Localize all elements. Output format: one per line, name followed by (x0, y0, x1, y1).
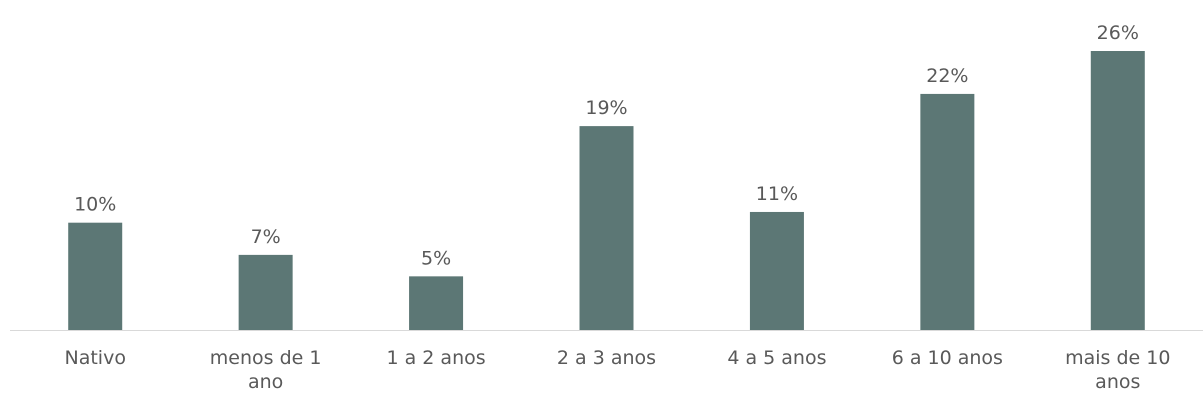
data-label-6: 26% (1097, 22, 1139, 44)
category-label-line: 1 a 2 anos (386, 347, 485, 369)
data-labels-group: 10% 7% 5% 19% 11% 22% 26% (74, 22, 1139, 269)
data-label-1: 7% (251, 226, 281, 248)
category-label-6: mais de 10 anos (1065, 347, 1170, 393)
category-label-line: 4 a 5 anos (727, 347, 826, 369)
category-label-1: menos de 1 ano (210, 347, 322, 393)
data-label-4: 11% (756, 183, 798, 205)
category-label-line: Nativo (64, 347, 125, 369)
bar-6 (1090, 51, 1145, 330)
category-label-line: menos de 1 (210, 347, 322, 369)
category-labels-group: Nativo menos de 1 ano 1 a 2 anos 2 a 3 anos 4… (64, 347, 1170, 393)
data-label-0: 10% (74, 194, 116, 216)
category-label-3: 2 a 3 anos (557, 347, 656, 369)
bar-1 (238, 254, 293, 330)
data-label-3: 19% (585, 97, 627, 119)
category-label-line: 2 a 3 anos (557, 347, 656, 369)
category-label-line: anos (1095, 371, 1140, 393)
bars-group (68, 51, 1145, 330)
category-label-5: 6 a 10 anos (892, 347, 1003, 369)
bar-0 (68, 222, 123, 330)
bar-5 (920, 93, 975, 330)
category-label-line: mais de 10 (1065, 347, 1170, 369)
category-label-2: 1 a 2 anos (386, 347, 485, 369)
category-label-4: 4 a 5 anos (727, 347, 826, 369)
category-label-line: ano (248, 371, 283, 393)
data-label-5: 22% (926, 65, 968, 87)
bar-3 (579, 126, 634, 330)
bar-2 (409, 276, 464, 330)
category-label-0: Nativo (64, 347, 125, 369)
category-label-line: 6 a 10 anos (892, 347, 1003, 369)
data-label-2: 5% (421, 247, 451, 269)
bar-4 (749, 211, 804, 330)
